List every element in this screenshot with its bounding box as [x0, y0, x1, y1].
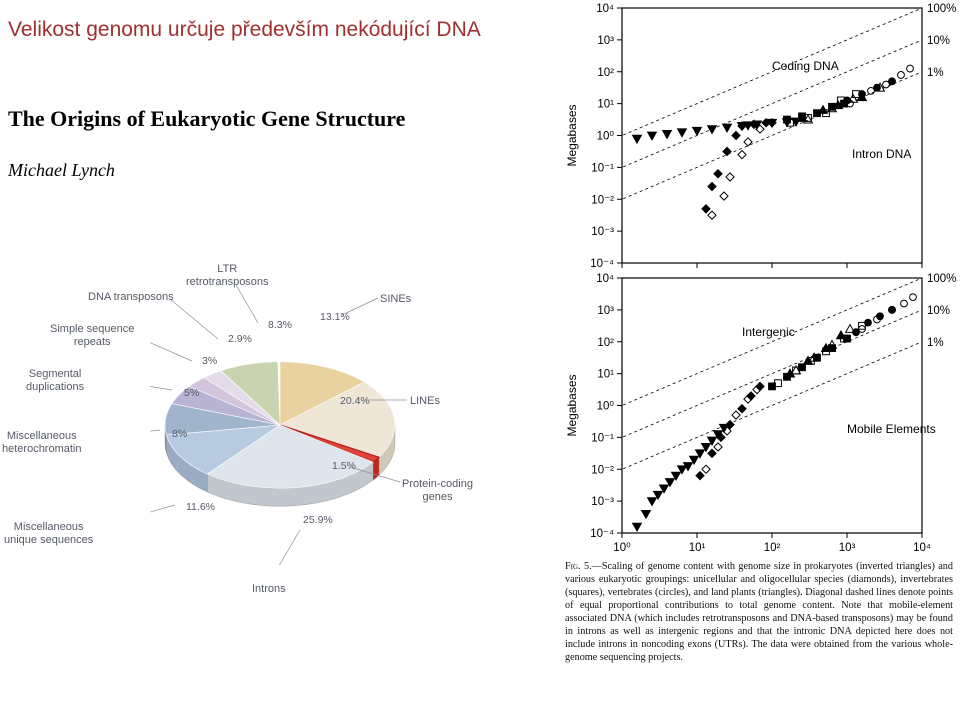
svg-text:Megabases: Megabases: [565, 104, 579, 166]
svg-text:Megabases: Megabases: [565, 374, 579, 436]
svg-text:10³: 10³: [597, 35, 614, 47]
svg-text:10¹: 10¹: [597, 369, 614, 381]
pie-slice-pct: 1.5%: [332, 460, 356, 472]
pie-slice-pct: 25.9%: [303, 514, 333, 526]
svg-text:10⁰: 10⁰: [613, 542, 631, 554]
svg-text:10¹: 10¹: [597, 99, 614, 111]
scatter-bottom-panel: 10⁰ 10¹ 10² 10³ 10⁴ 10⁻⁴ 10⁻³ 10⁻² 10⁻¹ 10⁰ 10¹ 10²…: [560, 270, 960, 560]
svg-text:10%: 10%: [927, 305, 950, 317]
pie-slice-label: SINEs: [380, 293, 411, 306]
svg-text:10⁻⁴: 10⁻⁴: [590, 528, 614, 540]
fig-label: Fig. 5.—: [565, 561, 602, 572]
pie-chart: SINEs 13.1% LINEs 20.4% Protein-codinggenes 1…: [0, 245, 545, 625]
pie-slice-pct: 8%: [172, 428, 187, 440]
svg-text:10⁰: 10⁰: [597, 401, 615, 413]
svg-text:100%: 100%: [927, 273, 956, 285]
page-title: Velikost genomu určuje především nekóduj…: [8, 18, 481, 42]
article-title: The Origins of Eukaryotic Gene Structure: [8, 106, 405, 132]
svg-text:10⁻²: 10⁻²: [591, 194, 614, 206]
pie-slice-pct: 5%: [184, 387, 199, 399]
svg-text:Coding DNA: Coding DNA: [772, 59, 839, 73]
svg-text:10³: 10³: [839, 542, 856, 554]
svg-text:10⁻¹: 10⁻¹: [591, 432, 614, 444]
svg-text:Mobile Elements: Mobile Elements: [847, 422, 936, 436]
scatter-top-panel: 10⁻⁴ 10⁻³ 10⁻² 10⁻¹ 10⁰ 10¹ 10² 10³ 10⁴ 100% 10% 1%…: [560, 0, 960, 270]
svg-text:10²: 10²: [597, 337, 614, 349]
pie-slice-pct: 2.9%: [228, 333, 252, 345]
svg-text:10⁻¹: 10⁻¹: [591, 162, 614, 174]
pie-slice-pct: 11.6%: [186, 501, 215, 513]
svg-text:10⁻⁴: 10⁻⁴: [590, 258, 614, 270]
svg-text:1%: 1%: [927, 337, 944, 349]
pie-slice-label: Miscellaneousheterochromatin: [2, 430, 82, 455]
svg-text:10⁰: 10⁰: [597, 131, 615, 143]
svg-text:10⁴: 10⁴: [596, 3, 614, 15]
pie-slice-label: Segmentalduplications: [26, 368, 84, 393]
svg-text:Intergenic: Intergenic: [742, 325, 795, 339]
pie-slice-label: Simple sequencerepeats: [50, 323, 134, 348]
pie-slice-label: Introns: [252, 583, 286, 596]
svg-text:10³: 10³: [597, 305, 614, 317]
svg-text:10⁻³: 10⁻³: [591, 496, 614, 508]
svg-text:Intron DNA: Intron DNA: [852, 147, 911, 161]
svg-text:10²: 10²: [597, 67, 614, 79]
scatter-panels: 10⁻⁴ 10⁻³ 10⁻² 10⁻¹ 10⁰ 10¹ 10² 10³ 10⁴ 100% 10% 1%…: [560, 0, 960, 560]
svg-text:10⁴: 10⁴: [913, 542, 931, 554]
pie-slice-pct: 13.1%: [320, 311, 350, 323]
pie-slice-pct: 8.3%: [268, 319, 292, 331]
svg-text:10⁴: 10⁴: [596, 273, 614, 285]
svg-text:10⁻³: 10⁻³: [591, 226, 614, 238]
svg-text:10%: 10%: [927, 35, 950, 47]
pie-slice-label: LTRretrotransposons: [186, 263, 269, 288]
svg-text:10⁻²: 10⁻²: [591, 464, 614, 476]
pie-slice-label: DNA transposons: [88, 291, 174, 304]
pie-slice-label: Miscellaneousunique sequences: [4, 521, 93, 546]
svg-text:10¹: 10¹: [689, 542, 706, 554]
caption-body: Scaling of genome content with genome si…: [565, 561, 953, 663]
svg-text:10²: 10²: [764, 542, 781, 554]
author-name: Michael Lynch: [8, 160, 115, 181]
pie-slice-label: LINEs: [410, 395, 440, 408]
pie-slice-label: Protein-codinggenes: [402, 478, 473, 503]
svg-text:100%: 100%: [927, 3, 956, 15]
pie-slice-pct: 20.4%: [340, 395, 370, 407]
figure-caption: Fig. 5.—Scaling of genome content with g…: [565, 560, 953, 664]
svg-text:1%: 1%: [927, 67, 944, 79]
pie-slice-pct: 3%: [202, 355, 217, 367]
